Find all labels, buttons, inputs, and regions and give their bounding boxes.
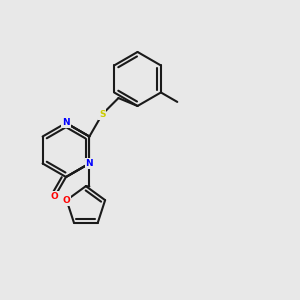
Text: S: S [99, 110, 106, 119]
Text: N: N [62, 118, 70, 127]
Text: N: N [85, 159, 93, 168]
Text: O: O [63, 196, 70, 205]
Text: O: O [51, 192, 58, 201]
